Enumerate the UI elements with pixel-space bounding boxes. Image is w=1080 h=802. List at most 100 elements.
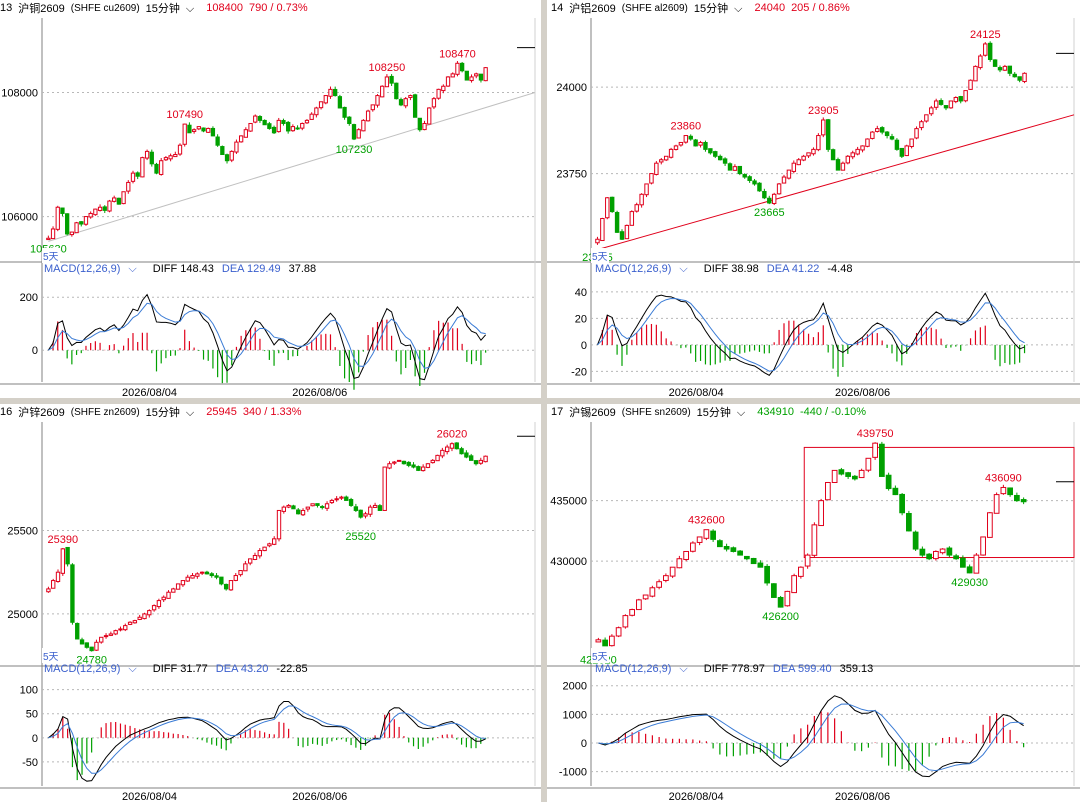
macd-tick-label: 0	[32, 733, 38, 745]
candle-body	[865, 138, 870, 147]
candle-body	[791, 575, 797, 594]
candle-body	[669, 566, 676, 577]
candle-body	[914, 128, 919, 139]
candle-body	[185, 576, 190, 582]
price-extreme-label: 426200	[762, 611, 799, 623]
candle-body	[257, 550, 262, 557]
candle-body	[690, 542, 696, 552]
candle-body	[1020, 499, 1027, 503]
candle-body	[474, 73, 479, 77]
candle-body	[708, 148, 713, 154]
candle-body	[855, 148, 860, 155]
trendline	[48, 91, 536, 242]
candle-body	[171, 588, 176, 593]
candle-body	[412, 94, 418, 118]
candle-body	[83, 216, 89, 225]
candle-body	[324, 503, 330, 509]
macd-tick-label: 0	[32, 345, 38, 357]
price-extreme-label: 25390	[48, 534, 79, 546]
candle-body	[229, 150, 234, 161]
range-days-label[interactable]: 5天	[591, 248, 609, 263]
price-extreme-label: 24125	[970, 29, 1001, 41]
dea-value: DEA 41.22	[766, 263, 820, 275]
range-days-label[interactable]: 5天	[42, 648, 60, 663]
contract-name[interactable]: 沪锌2609	[18, 407, 65, 419]
macd-indicator-selector[interactable]: MACD(12,26,9) ⌵	[44, 663, 145, 676]
candle-body	[595, 238, 600, 244]
candle-body	[852, 475, 858, 480]
candle-body	[224, 154, 230, 162]
range-days-label[interactable]: 5天	[591, 648, 609, 663]
period-selector[interactable]: 15分钟 ⌵	[697, 404, 752, 420]
candle-body	[223, 583, 229, 590]
macd-tick-label: 200	[20, 292, 38, 304]
candle-body	[960, 557, 966, 568]
candle-body	[132, 620, 138, 624]
period-selector[interactable]: 15分钟 ⌵	[694, 0, 749, 16]
chart-panel-zn[interactable]: 16 沪锌2609 (SHFE zn2609) 15分钟 ⌵ 25945 340 …	[0, 404, 541, 802]
price-chart[interactable]: 25500 25000 25390 24780 25520 26020 100 50 0 -50 2…	[0, 404, 541, 802]
candle-body	[884, 131, 890, 137]
candle-body	[663, 155, 669, 161]
chevron-down-icon: ⌵	[128, 662, 137, 675]
candle-body	[253, 115, 258, 123]
candle-body	[286, 504, 291, 508]
candle-body	[271, 126, 277, 134]
candle-body	[190, 575, 195, 579]
candle-body	[764, 565, 770, 584]
candle-body	[838, 469, 845, 475]
candle-body	[401, 460, 407, 465]
macd-header: MACD(12,26,9) ⌵ DIFF 148.43 DEA 129.49 37…	[44, 262, 324, 276]
contract-name[interactable]: 沪铝2609	[569, 3, 616, 15]
chart-panel-al[interactable]: 14 沪铝2609 (SHFE al2609) 15分钟 ⌵ 24040 205 …	[547, 0, 1080, 398]
chevron-down-icon: ⌵	[128, 262, 137, 275]
price-change: 790 / 0.73%	[248, 2, 308, 14]
x-date-label: 2026/08/04	[669, 387, 724, 398]
macd-label: MACD(12,26,9)	[595, 262, 672, 275]
period-label: 15分钟	[693, 3, 729, 15]
price-chart[interactable]: 4350004300004226204326004262004397504290…	[547, 404, 1080, 802]
chart-panel-cu[interactable]: 13 沪铜2609 (SHFE cu2609) 15分钟 ⌵ 108400 790…	[0, 0, 541, 398]
candle-body	[845, 472, 851, 477]
dea-line	[597, 298, 1025, 372]
candle-body	[870, 131, 875, 139]
candle-body	[112, 197, 117, 202]
candle-body	[248, 558, 253, 564]
range-days-label[interactable]: 5天	[42, 248, 60, 263]
period-selector[interactable]: 15分钟 ⌵	[146, 0, 201, 16]
candle-body	[609, 635, 615, 647]
candle-body	[406, 461, 411, 466]
period-selector[interactable]: 15分钟 ⌵	[146, 404, 201, 420]
candle-body	[732, 166, 738, 171]
price-chart[interactable]: 1080001060001056301074901072301082501084…	[0, 0, 541, 398]
candle-body	[786, 169, 792, 179]
candle-body	[683, 550, 689, 560]
chart-panel-sn[interactable]: 17 沪锡2609 (SHFE sn2609) 15分钟 ⌵ 434910 -44…	[547, 404, 1080, 802]
candle-body	[88, 212, 93, 218]
candle-body	[430, 459, 435, 464]
contract-name[interactable]: 沪铜2609	[18, 3, 65, 15]
candle-body	[469, 455, 474, 461]
candle-body	[688, 135, 693, 140]
last-price: 108400	[206, 2, 243, 14]
candle-body	[79, 639, 85, 645]
macd-indicator-selector[interactable]: MACD(12,26,9) ⌵	[595, 663, 696, 676]
candle-body	[328, 88, 333, 97]
candle-body	[363, 513, 368, 517]
diff-value: DIFF 778.97	[703, 663, 765, 675]
price-chart[interactable]: 2400023750235352386023665239052412540200…	[547, 0, 1080, 398]
horizontal-splitter[interactable]	[0, 398, 1080, 404]
candle-body	[776, 183, 782, 195]
candle-body	[329, 499, 335, 504]
candle-body	[449, 443, 455, 449]
macd-indicator-selector[interactable]: MACD(12,26,9) ⌵	[44, 263, 145, 276]
candle-body	[806, 152, 811, 157]
contract-code: (SHFE sn2609)	[621, 406, 691, 418]
macd-indicator-selector[interactable]: MACD(12,26,9) ⌵	[595, 263, 696, 276]
range-box	[803, 446, 1075, 559]
contract-name[interactable]: 沪锡2609	[569, 407, 616, 419]
x-date-label: 2026/08/06	[292, 387, 347, 398]
macd-header: MACD(12,26,9) ⌵ DIFF 778.97 DEA 599.40 35…	[595, 662, 881, 676]
macd-tick-label: 100	[20, 685, 38, 697]
candle-body	[727, 163, 733, 171]
